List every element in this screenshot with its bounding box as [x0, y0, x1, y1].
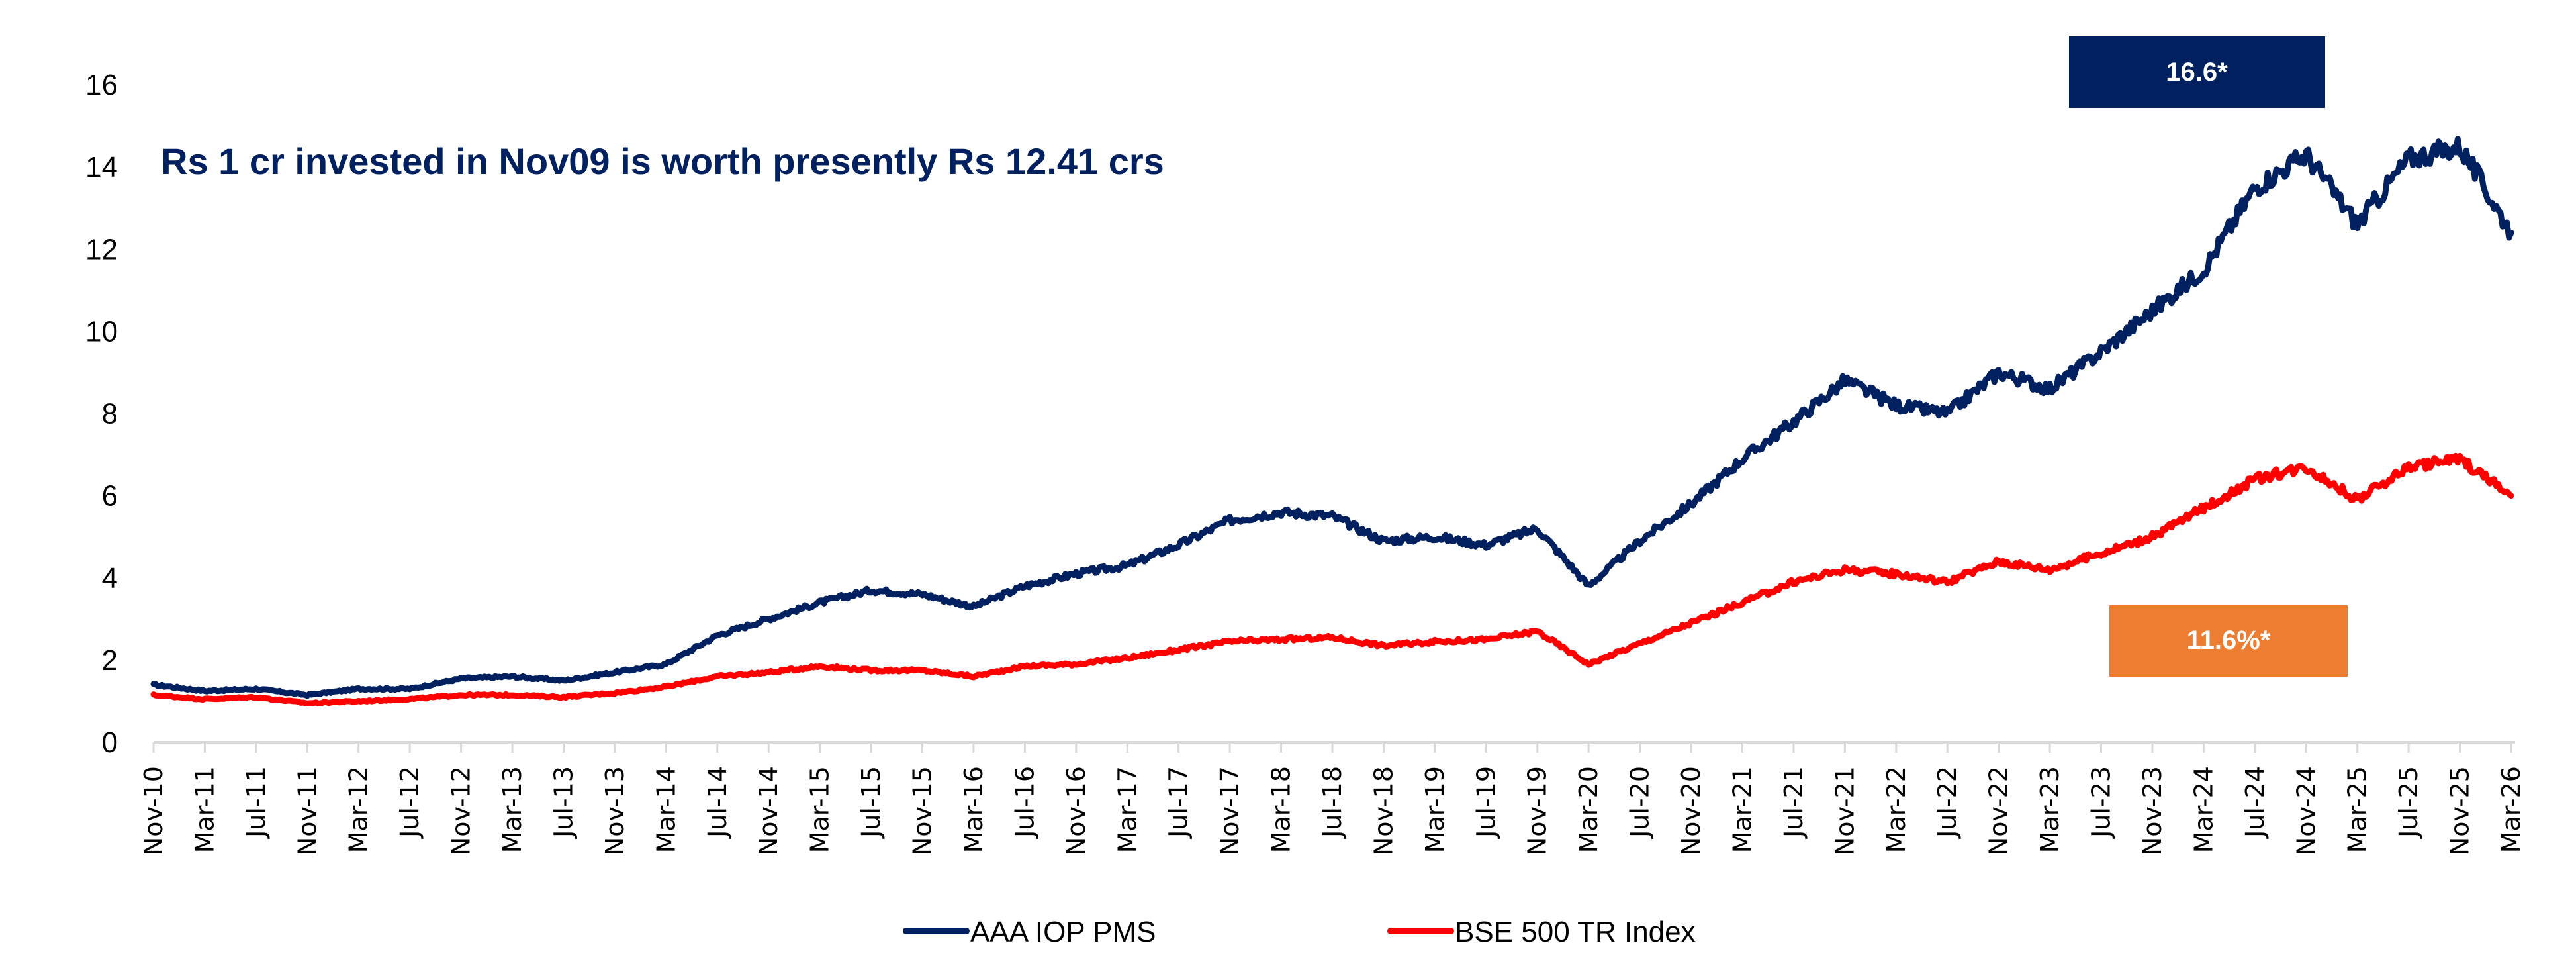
legend-item-aaa[interactable]: AAA IOP PMS — [903, 916, 1156, 948]
x-tick-label: Mar-19 — [1420, 766, 1449, 853]
x-tick-label: Nov-16 — [1062, 766, 1091, 855]
x-tick-label: Nov-17 — [1215, 766, 1244, 855]
x-tick-label: Jul-24 — [2240, 766, 2270, 839]
y-tick-label: 6 — [102, 480, 118, 512]
x-tick-label: Jul-19 — [1471, 766, 1500, 839]
y-tick-label: 4 — [102, 562, 118, 595]
x-tick-label: Nov-21 — [1830, 766, 1859, 855]
x-tick-label: Jul-25 — [2394, 766, 2423, 839]
x-tick-label: Jul-17 — [1164, 766, 1193, 839]
x-tick-label: Jul-23 — [2087, 766, 2116, 839]
aaa-cagr-label: 16.6* — [2166, 58, 2228, 87]
y-tick-label: 0 — [102, 726, 118, 759]
y-tick-label: 16 — [85, 69, 118, 101]
x-tick-label: Nov-25 — [2446, 766, 2475, 855]
y-tick-label: 14 — [85, 151, 118, 183]
x-tick-label: Nov-19 — [1523, 766, 1552, 855]
x-tick-label: Jul-15 — [856, 766, 886, 839]
x-tick-label: Jul-13 — [549, 766, 578, 839]
x-tick-label: Mar-18 — [1267, 766, 1296, 853]
x-tick-label: Jul-21 — [1779, 766, 1808, 839]
x-tick-label: Mar-20 — [1574, 766, 1603, 853]
x-tick-label: Nov-14 — [754, 766, 783, 855]
y-tick-label: 10 — [85, 315, 118, 348]
x-tick-label: Mar-25 — [2343, 766, 2372, 853]
series-line-bse-500-tr-index — [150, 452, 2514, 706]
aaa-cagr-box-bg — [2069, 36, 2325, 108]
x-tick-label: Nov-10 — [139, 766, 168, 855]
x-tick-label: Jul-20 — [1626, 766, 1655, 839]
x-tick-label: Mar-11 — [190, 766, 219, 853]
x-tick-label: Nov-13 — [600, 766, 629, 855]
legend: AAA IOP PMS BSE 500 TR Index — [903, 916, 1696, 948]
x-tick-label: Nov-18 — [1369, 766, 1398, 855]
legend-label-aaa: AAA IOP PMS — [970, 916, 1156, 948]
x-tick-label: Jul-14 — [703, 766, 732, 839]
x-tick-label: Mar-21 — [1727, 766, 1757, 853]
y-tick-label: 2 — [102, 644, 118, 677]
series-line-aaa-iop-pms — [150, 136, 2514, 699]
y-tick-label: 8 — [102, 398, 118, 430]
x-axis: Nov-10 Mar-11 Jul-11 Nov-11 Mar-12 Jul-12 Nov-… — [139, 741, 2526, 855]
x-tick-label: Jul-16 — [1010, 766, 1039, 839]
x-tick-label: Jul-11 — [242, 766, 271, 839]
x-tick-label: Mar-16 — [959, 766, 988, 853]
bse-cagr-label: 11.6%* — [2187, 626, 2271, 655]
x-tick-label: Nov-11 — [293, 766, 322, 855]
series-group — [150, 136, 2514, 706]
x-tick-label: Nov-22 — [1984, 766, 2013, 855]
x-tick-label: Mar-23 — [2035, 766, 2064, 853]
legend-item-bse[interactable]: BSE 500 TR Index — [1387, 916, 1696, 948]
x-tick-label: Mar-24 — [2189, 766, 2218, 853]
x-tick-label: Mar-17 — [1113, 766, 1142, 853]
x-tick-label: Mar-22 — [1882, 766, 1911, 853]
x-tick-label: Nov-23 — [2138, 766, 2167, 855]
x-tick-label: Nov-15 — [908, 766, 937, 855]
chart-title: Rs 1 cr invested in Nov09 is worth prese… — [161, 140, 1164, 182]
legend-label-bse: BSE 500 TR Index — [1455, 916, 1696, 948]
bse-cagr-box-bg — [2109, 605, 2348, 677]
x-tick-label: Mar-12 — [344, 766, 373, 853]
x-tick-label: Mar-13 — [498, 766, 527, 853]
y-axis: 0 2 4 6 8 10 12 14 16 — [85, 69, 118, 759]
x-tick-label: Jul-18 — [1318, 766, 1347, 839]
x-tick-label: Nov-24 — [2291, 766, 2321, 855]
x-tick-label: Jul-22 — [1933, 766, 1962, 839]
x-tick-label: Nov-20 — [1677, 766, 1706, 855]
bse-cagr-box: 11.6%* — [2109, 605, 2348, 677]
x-tick-label: Mar-14 — [651, 766, 680, 853]
x-tick-label: Nov-12 — [447, 766, 476, 855]
x-tick-label: Mar-26 — [2497, 766, 2526, 853]
x-tick-label: Jul-12 — [395, 766, 424, 839]
y-tick-label: 12 — [85, 233, 118, 266]
x-tick-label: Mar-15 — [805, 766, 835, 853]
aaa-cagr-box: 16.6* — [2069, 36, 2325, 108]
